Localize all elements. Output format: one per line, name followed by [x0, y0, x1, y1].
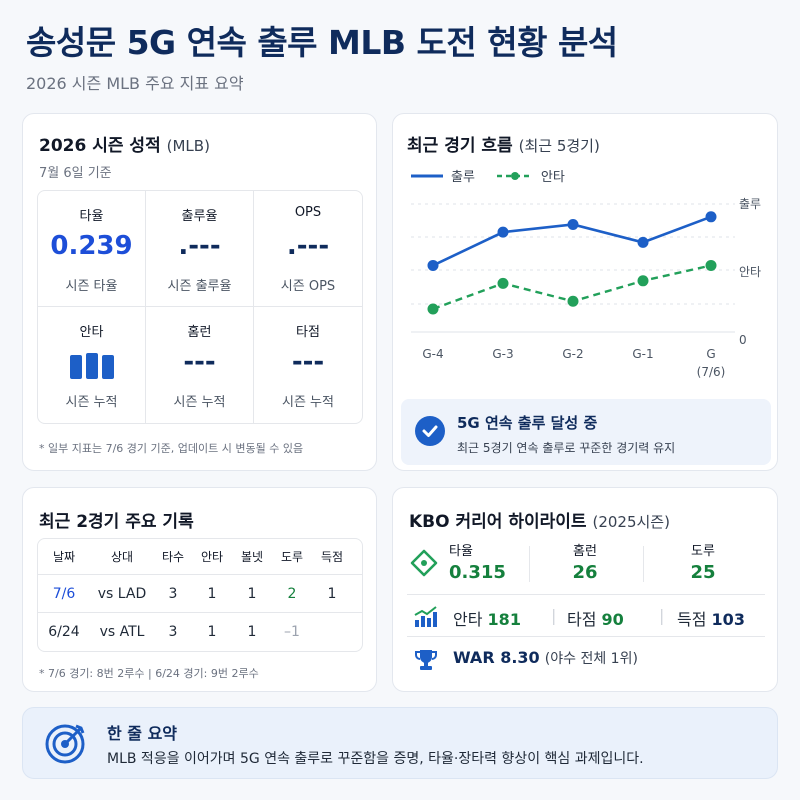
stat-cell-obp: 출루율 .--- 시즌 출루율: [146, 191, 254, 307]
x-tick-label: G-1: [632, 347, 653, 361]
x-tick-sublabel: (7/6): [697, 365, 726, 379]
target-icon: [45, 724, 85, 764]
kbo-stat-sb: 도루 25: [690, 544, 716, 583]
recent-games-table: 날짜 상대 타수 안타 볼넷 도루 득점 7/6 vs LAD 3 1 1 2 …: [37, 538, 363, 652]
recent-games-card: 최근 2경기 주요 기록 날짜 상대 타수 안타 볼넷 도루 득점 7/6 vs…: [22, 487, 377, 692]
season-date: 7월 6일 기준: [39, 166, 112, 181]
kbo-war-row: WAR 8.30 (야수 전체 1위): [407, 648, 767, 674]
data-point-hits: [567, 295, 579, 307]
y-tick-label: 안타: [739, 265, 761, 279]
trophy-icon: [415, 650, 437, 670]
kbo-stat-runs: 득점 103: [677, 610, 745, 629]
data-point-hits: [637, 275, 649, 287]
status-title: 5G 연속 출루 달성 중: [457, 414, 598, 432]
stat-cell-hr: 홈런 --- 시즌 누적: [146, 307, 254, 423]
season-stats-card: 2026 시즌 성적 (MLB) 7월 6일 기준 타율 0.239 시즌 타율…: [22, 113, 377, 471]
y-tick-label: 0: [739, 333, 747, 347]
recent-footnote: * 7/6 경기: 8번 2루수 | 6/24 경기: 9번 2루수: [39, 667, 259, 680]
kbo-top-stats: 타율 0.315 홈런 26 도루 25: [407, 540, 767, 584]
page-title: 송성문 5G 연속 출루 MLB 도전 현황 분석: [26, 23, 618, 62]
chart-legend: 출루 안타: [411, 166, 565, 185]
y-tick-label: 출루: [739, 197, 761, 211]
recent-card-title: 최근 2경기 주요 기록: [39, 512, 194, 532]
x-tick-label: G-2: [562, 347, 583, 361]
page-subtitle: 2026 시즌 MLB 주요 지표 요약: [26, 74, 244, 93]
x-tick-label: G: [706, 347, 715, 361]
legend-onbase: 출루: [411, 170, 475, 185]
legend-hits: 안타: [496, 166, 565, 185]
kbo-war-note: (야수 전체 1위): [544, 651, 638, 667]
stat-cell-rbi: 타점 --- 시즌 누적: [282, 325, 334, 410]
status-description: 최근 5경기 연속 출루로 꾸준한 경기력 유지: [457, 441, 676, 455]
check-circle-icon: [415, 416, 445, 446]
data-point-hits: [705, 259, 717, 271]
bar-chart-icon: [38, 353, 145, 379]
season-footnote: * 일부 지표는 7/6 경기 기준, 업데이트 시 변동될 수 있음: [39, 442, 304, 455]
kbo-stat-hr: 홈런 26: [572, 544, 598, 583]
data-point-hits: [497, 277, 509, 289]
table-row: 6/24 vs ATL 3 1 1 –1: [48, 624, 300, 640]
stat-cell-avg: 타율 0.239 시즌 타율: [38, 191, 146, 307]
data-point-onbase: [637, 236, 649, 248]
data-point-hits: [427, 303, 439, 315]
growth-chart-icon: [414, 606, 437, 627]
data-point-onbase: [497, 226, 509, 238]
summary-banner: 한 줄 요약 MLB 적응을 이어가며 5G 연속 출루로 꾸준함을 증명, 타…: [22, 707, 778, 779]
x-tick-label: G-4: [422, 347, 443, 361]
status-banner: 5G 연속 출루 달성 중 최근 5경기 연속 출루로 꾸준한 경기력 유지: [401, 399, 771, 465]
stat-cell-ops: OPS .--- 시즌 OPS: [254, 191, 362, 307]
kbo-stat-hits: 안타 181: [453, 610, 521, 629]
summary-text: MLB 적응을 이어가며 5G 연속 출루로 꾸준함을 증명, 타율·장타력 향…: [107, 751, 644, 767]
table-row: 7/6 vs LAD 3 1 1 2 1: [38, 575, 362, 613]
season-card-title: 2026 시즌 성적 (MLB): [39, 136, 210, 156]
kbo-card-title: KBO 커리어 하이라이트 (2025시즌): [409, 512, 670, 532]
kbo-mid-stats: 안타 181 | 타점 90 | 득점 103: [407, 606, 767, 630]
baseball-diamond-icon: [410, 549, 438, 577]
trend-card-title: 최근 경기 흐름 (최근 5경기): [407, 136, 600, 156]
season-stat-grid: 타율 0.239 시즌 타율 출루율 .--- 시즌 출루율 OPS .--- …: [37, 190, 363, 424]
kbo-stat-avg: 타율 0.315: [449, 544, 506, 583]
kbo-career-card: KBO 커리어 하이라이트 (2025시즌) 타율 0.315 홈런 26 도루…: [392, 487, 778, 692]
data-point-onbase: [427, 259, 439, 271]
data-point-onbase: [705, 211, 717, 223]
kbo-war-value: WAR 8.30: [453, 648, 540, 667]
table-header-row: 날짜 상대 타수 안타 볼넷 도루 득점: [38, 539, 362, 575]
data-point-onbase: [567, 218, 579, 230]
summary-title: 한 줄 요약: [107, 724, 178, 743]
x-tick-label: G-3: [492, 347, 513, 361]
kbo-stat-rbi: 타점 90: [567, 610, 624, 629]
trend-card: 최근 경기 흐름 (최근 5경기) 출루 안타 출루 안타 0 G-4 G-3 G-2 G-…: [392, 113, 778, 471]
stat-cell-hits: 안타 시즌 누적: [38, 307, 146, 423]
